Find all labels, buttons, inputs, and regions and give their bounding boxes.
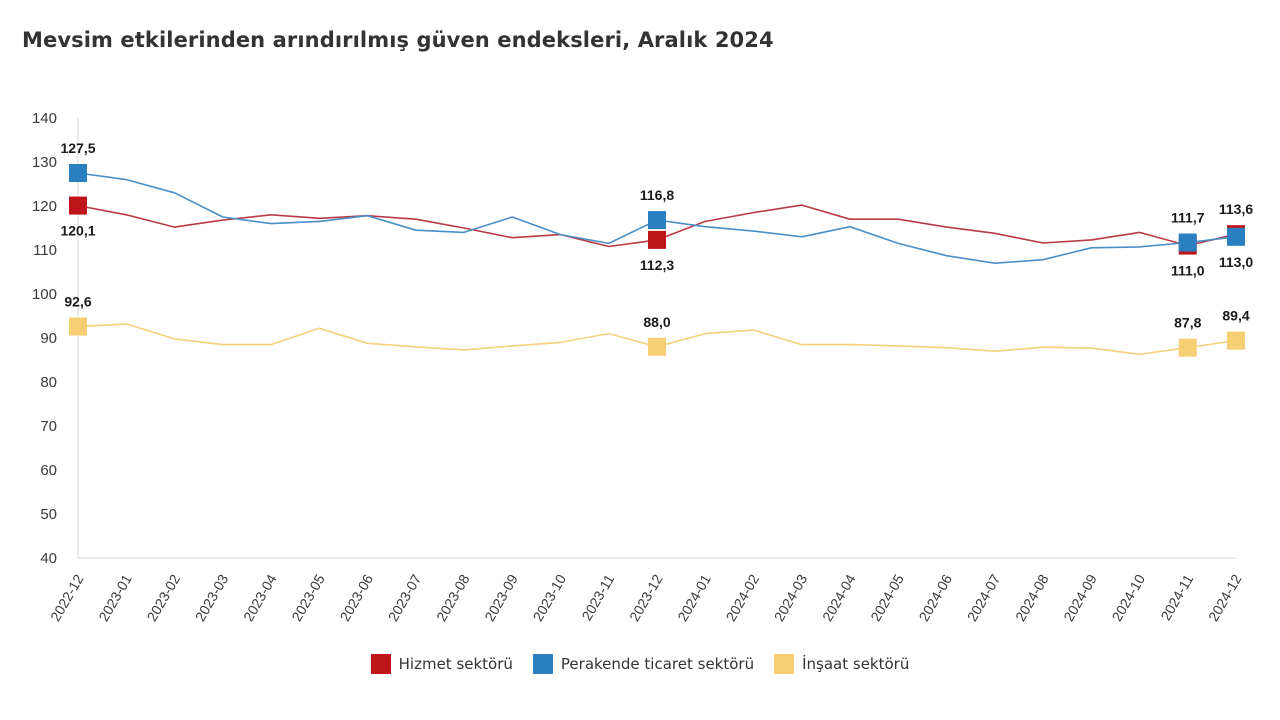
x-tick-label: 2023-02 [144,571,184,624]
y-tick-label: 50 [40,506,57,523]
y-tick-label: 70 [40,418,57,435]
x-tick-label: 2023-03 [192,571,232,624]
legend: Hizmet sektörü Perakende ticaret sektörü… [0,654,1280,674]
x-tick-label: 2024-10 [1109,571,1149,624]
x-tick-label: 2024-01 [674,571,714,624]
data-marker [648,337,666,356]
x-tick-label: 2023-12 [626,571,666,624]
x-tick-label: 2023-09 [481,571,521,624]
chart-title: Mevsim etkilerinden arındırılmış güven e… [22,28,774,52]
x-tick-label: 2023-07 [385,571,425,624]
legend-swatch-perakende [532,654,553,674]
data-label: 87,8 [1174,315,1201,331]
data-label: 127,5 [60,140,95,156]
data-label: 111,7 [1171,210,1205,226]
data-marker [1227,227,1245,246]
x-tick-label: 2024-08 [1012,571,1052,624]
legend-label-hizmet: Hizmet sektörü [398,655,513,673]
legend-swatch-insaat [774,654,795,674]
x-tick-label: 2024-07 [964,571,1004,624]
x-tick-label: 2024-03 [771,571,811,624]
y-tick-label: 120 [32,198,57,215]
x-tick-label: 2023-04 [240,571,280,624]
legend-label-perakende: Perakende ticaret sektörü [560,655,755,673]
x-tick-label: 2023-11 [578,571,617,623]
data-label: 111,0 [1171,263,1205,279]
legend-item-insaat[interactable]: İnşaat sektörü [774,654,909,674]
y-tick-label: 40 [40,550,57,567]
x-tick-label: 2024-02 [723,571,763,624]
data-label: 116,8 [640,187,674,203]
x-tick-label: 2024-05 [867,571,907,624]
x-tick-label: 2023-05 [288,571,328,624]
x-tick-label: 2024-09 [1060,571,1100,624]
data-marker [648,211,666,230]
x-tick-label: 2023-06 [337,571,377,624]
x-tick-label: 2024-04 [819,571,859,624]
data-labels: 92,6 88,0 87,8 89,4 120,1 112,3 111,0 113,6 127,… [60,140,1253,331]
y-tick-label: 80 [40,374,57,391]
series-markers [69,164,1245,357]
data-marker [69,317,87,336]
legend-item-hizmet[interactable]: Hizmet sektörü [370,654,513,674]
data-label: 113,6 [1219,201,1253,217]
x-tick-label: 2023-08 [433,571,473,624]
data-marker [1178,338,1197,357]
data-label: 92,6 [64,294,91,310]
data-marker [1227,331,1245,350]
data-marker [1178,233,1197,252]
y-tick-label: 60 [40,462,57,479]
y-tick-label: 90 [40,330,57,347]
data-label: 112,3 [640,257,674,273]
y-tick-label: 140 [32,110,57,127]
y-tick-label: 110 [33,242,57,259]
data-marker [648,230,666,249]
x-tick-label: 2023-10 [530,571,570,624]
data-label: 113,0 [1219,254,1253,270]
legend-item-perakende[interactable]: Perakende ticaret sektörü [532,654,755,674]
y-tick-label: 130 [32,154,57,171]
data-label: 89,4 [1222,308,1249,324]
data-label: 120,1 [60,223,95,239]
data-marker [69,164,87,182]
x-tick-label: 2022-12 [47,571,87,624]
x-tick-label: 2024-06 [916,571,956,624]
data-marker [69,196,87,215]
data-label: 88,0 [643,314,670,330]
legend-swatch-hizmet [370,654,391,674]
y-tick-label: 100 [32,286,57,303]
x-tick-label: 2023-01 [95,571,135,624]
x-tick-label: 2024-12 [1205,571,1245,624]
x-tick-label: 2024-11 [1157,571,1196,623]
legend-label-insaat: İnşaat sektörü [802,655,910,673]
